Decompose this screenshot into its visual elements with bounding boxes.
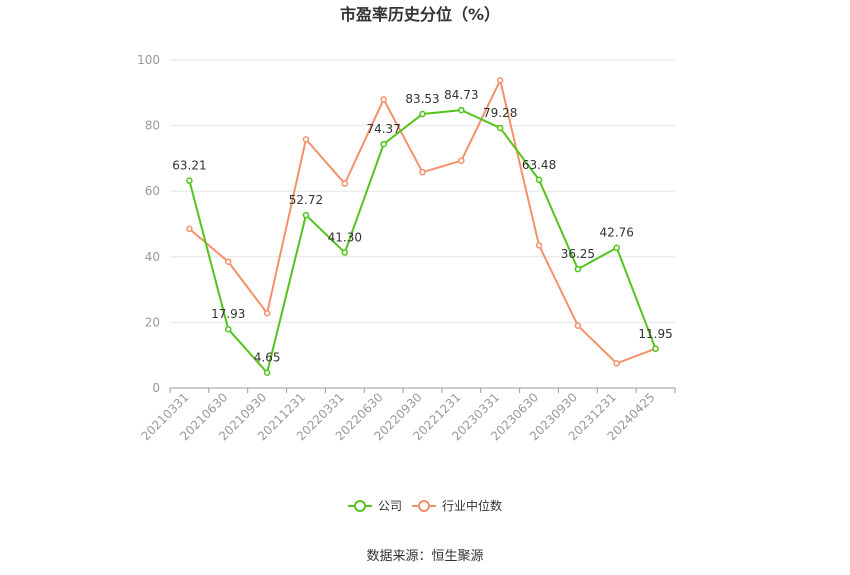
data-point xyxy=(535,242,543,249)
data-label: 17.93 xyxy=(211,307,245,321)
data-point xyxy=(613,244,620,251)
data-label: 63.21 xyxy=(172,159,206,173)
data-label: 4.65 xyxy=(254,351,281,365)
data-label: 52.72 xyxy=(289,193,323,207)
data-label: 42.76 xyxy=(600,226,634,240)
data-point xyxy=(186,177,193,184)
y-tick-label: 0 xyxy=(152,381,160,395)
data-point xyxy=(380,96,387,103)
data-point xyxy=(341,180,349,187)
y-axis: 0 20 40 60 80 100 xyxy=(137,53,160,395)
data-label: 84.73 xyxy=(444,88,478,102)
y-tick-label: 20 xyxy=(145,315,160,329)
legend-item-1[interactable]: 行业中位数 xyxy=(412,498,502,513)
data-label: 11.95 xyxy=(638,327,672,341)
legend[interactable]: 公司 行业中位数 xyxy=(348,498,502,513)
data-point xyxy=(225,325,232,333)
y-tick-label: 40 xyxy=(145,250,160,264)
data-point xyxy=(535,176,543,184)
data-point xyxy=(574,265,582,273)
source-note: 数据来源：恒生聚源 xyxy=(366,549,483,564)
series-line-1 xyxy=(188,77,656,365)
data-point xyxy=(496,77,504,84)
data-label: 36.25 xyxy=(561,247,595,261)
legend-label: 公司 xyxy=(378,499,402,513)
data-point xyxy=(225,258,232,265)
data-labels: 63.21 17.93 4.65 52.72 41.30 74.37 83.53 84.73 7… xyxy=(172,88,673,365)
data-label: 83.53 xyxy=(405,92,439,106)
data-point xyxy=(419,168,426,176)
data-point xyxy=(458,157,465,164)
data-point xyxy=(380,140,387,148)
data-point xyxy=(613,360,620,367)
legend-marker xyxy=(354,500,366,512)
data-label: 79.28 xyxy=(483,106,517,120)
data-label: 63.48 xyxy=(522,158,556,172)
data-label: 41.30 xyxy=(328,231,362,245)
data-label: 74.37 xyxy=(366,122,400,136)
y-tick-label: 100 xyxy=(137,53,160,67)
data-point xyxy=(302,211,310,219)
data-point xyxy=(302,136,310,143)
legend-marker xyxy=(418,500,430,512)
grid xyxy=(170,59,675,323)
data-point xyxy=(652,345,659,353)
data-point xyxy=(574,322,582,329)
data-point xyxy=(263,309,271,317)
legend-label: 行业中位数 xyxy=(442,498,502,513)
data-point xyxy=(496,124,504,132)
chart-title: 市盈率历史分位（%） xyxy=(340,5,500,24)
data-point xyxy=(341,249,349,256)
data-point xyxy=(186,225,193,233)
legend-item-0[interactable]: 公司 xyxy=(348,499,402,513)
data-point xyxy=(458,106,465,114)
y-tick-label: 60 xyxy=(145,184,160,198)
data-point xyxy=(263,369,271,376)
data-point xyxy=(419,110,426,118)
x-axis: 2021033120210630202109302021123120220331… xyxy=(138,387,676,443)
y-tick-label: 80 xyxy=(145,119,160,133)
series-layer xyxy=(186,77,659,376)
